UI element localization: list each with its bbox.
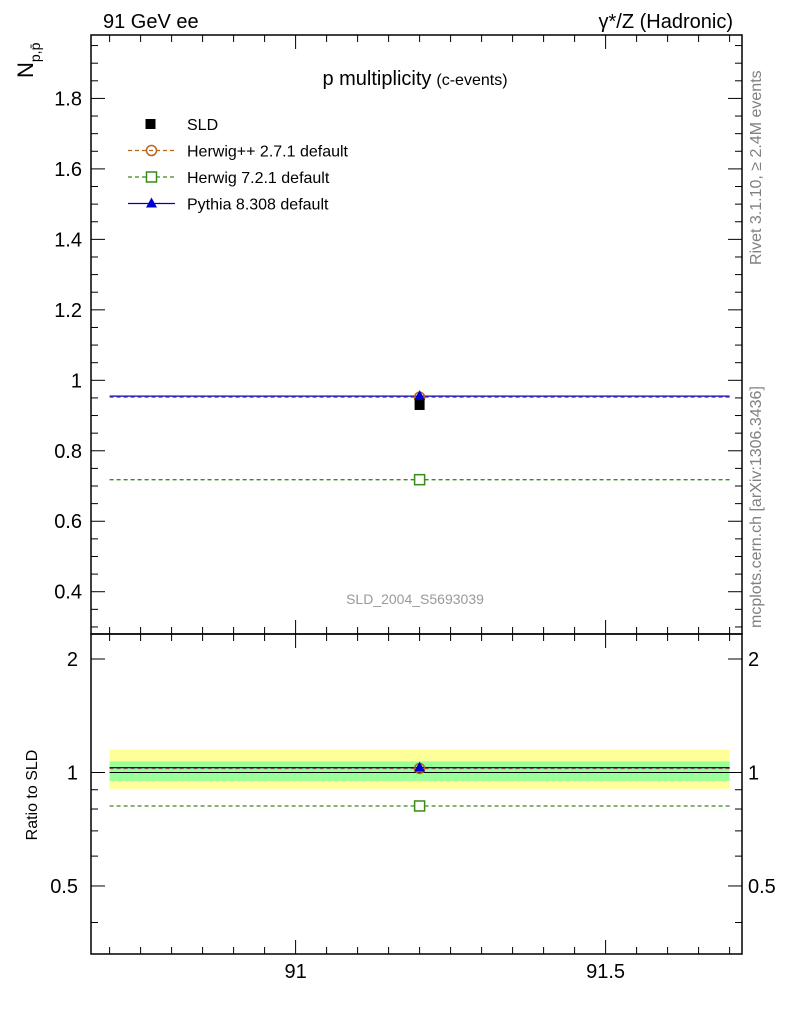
ratio-y-tick-labels: 0.5 0.5 1 1 2 2 xyxy=(50,649,776,898)
analysis-watermark: SLD_2004_S5693039 xyxy=(346,591,484,607)
legend-label: Pythia 8.308 default xyxy=(187,197,329,214)
ratio-uncertainty-bands xyxy=(109,749,730,789)
mcplots-reference-label: mcplots.cern.ch [arXiv:1306.3436] xyxy=(748,386,765,628)
ratio-plot-frame xyxy=(90,633,743,955)
main-plot: 0.4 0.6 0.8 1 1.2 1.4 1.6 1.8 Np,p̄ p multiplic… xyxy=(13,34,743,635)
legend-item-herwig-7-2-1-default: Herwig 7.2.1 default xyxy=(128,170,330,187)
legend-marker xyxy=(145,144,158,157)
ratio-y-tick-label-left: 1 xyxy=(67,762,78,784)
ratio-y-tick-label-right: 0.5 xyxy=(748,876,776,898)
legend: SLD Herwig++ 2.7.1 default Herwig 7.2.1 de… xyxy=(128,117,349,214)
legend-item-sld: SLD xyxy=(145,117,218,134)
ratio-y-tick-label-right: 1 xyxy=(748,762,759,784)
main-y-tick-label: 1.6 xyxy=(54,159,82,181)
x-tick-label: 91 xyxy=(284,961,306,983)
rivet-version-label: Rivet 3.1.10, ≥ 2.4M events xyxy=(748,70,765,265)
ratio-y-tick-label-left: 2 xyxy=(67,649,78,671)
ratio-series-markers xyxy=(413,761,426,812)
main-y-tick-label: 0.4 xyxy=(54,582,82,604)
main-y-tick-label: 1.8 xyxy=(54,88,82,110)
ratio-plot: 0.5 0.5 1 1 2 2 91 91.5 Ratio to SLD xyxy=(24,633,776,983)
legend-label: SLD xyxy=(187,117,218,134)
data-point-sld xyxy=(414,399,425,410)
y-label-base: N xyxy=(13,62,38,78)
data-point-pythia-8-308-default xyxy=(414,390,426,401)
svg-text:Np,p̄: Np,p̄ xyxy=(13,42,43,78)
header-right: γ*/Z (Hadronic) xyxy=(599,11,733,33)
main-x-ticks xyxy=(109,35,731,634)
main-y-tick-label: 1.4 xyxy=(54,229,82,251)
main-y-tick-label: 1 xyxy=(71,370,82,392)
x-tick-label: 91.5 xyxy=(586,961,625,983)
main-y-axis-label: Np,p̄ xyxy=(13,42,43,78)
ratio-y-tick-label-right: 2 xyxy=(748,649,759,671)
chart-title-sub: (c-events) xyxy=(436,72,507,89)
legend-marker xyxy=(146,197,157,208)
main-series-markers xyxy=(413,390,426,486)
legend-marker xyxy=(145,119,156,129)
data-point-herwig-7-2-1-default xyxy=(413,473,426,486)
header-left: 91 GeV ee xyxy=(103,11,199,33)
ratio-y-axis-label: Ratio to SLD xyxy=(24,750,41,841)
main-y-tick-labels: 0.4 0.6 0.8 1 1.2 1.4 1.6 1.8 xyxy=(54,88,82,603)
legend-item-pythia-8-308-default: Pythia 8.308 default xyxy=(128,197,329,214)
ratio-point-herwig-7-2-1-default xyxy=(413,800,426,812)
legend-label: Herwig 7.2.1 default xyxy=(187,170,330,187)
ratio-y-tick-label-left: 0.5 xyxy=(50,876,78,898)
ratio-point-pythia-8-308-default xyxy=(414,761,426,772)
chart-title-main: p multiplicity xyxy=(322,68,431,90)
main-y-tick-label: 0.6 xyxy=(54,511,82,533)
ratio-x-ticks xyxy=(109,634,731,954)
chart-title: p multiplicity (c-events) xyxy=(322,68,507,90)
legend-label: Herwig++ 2.7.1 default xyxy=(187,144,349,161)
y-label-sub: p,p̄ xyxy=(27,42,43,62)
ratio-y-ticks xyxy=(91,658,742,924)
ratio-x-tick-labels: 91 91.5 xyxy=(284,961,625,983)
main-y-ticks xyxy=(91,45,742,628)
legend-item-herwig-2-7-1-default: Herwig++ 2.7.1 default xyxy=(128,144,349,161)
legend-marker xyxy=(145,171,158,183)
main-y-tick-label: 1.2 xyxy=(54,300,82,322)
main-y-tick-label: 0.8 xyxy=(54,441,82,463)
